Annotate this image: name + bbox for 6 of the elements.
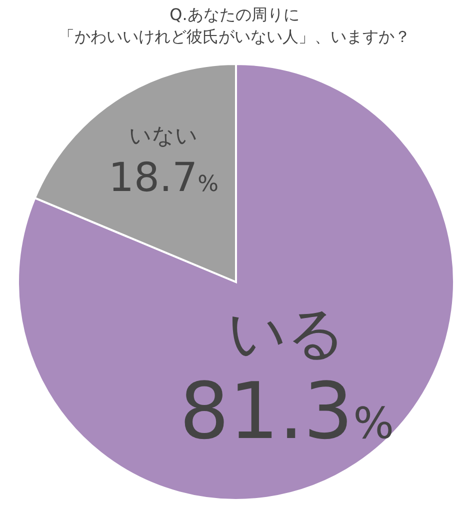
data-label: 81.3% <box>180 367 394 458</box>
chart-subtitle: 「かわいいけれど彼氏がいない人」、いますか？ <box>58 27 410 46</box>
slice-label: いる <box>228 299 346 368</box>
slice-label: いない <box>129 124 198 150</box>
data-label: 18.7% <box>108 155 218 202</box>
chart-title: Q.あなたの周りに <box>170 5 300 24</box>
